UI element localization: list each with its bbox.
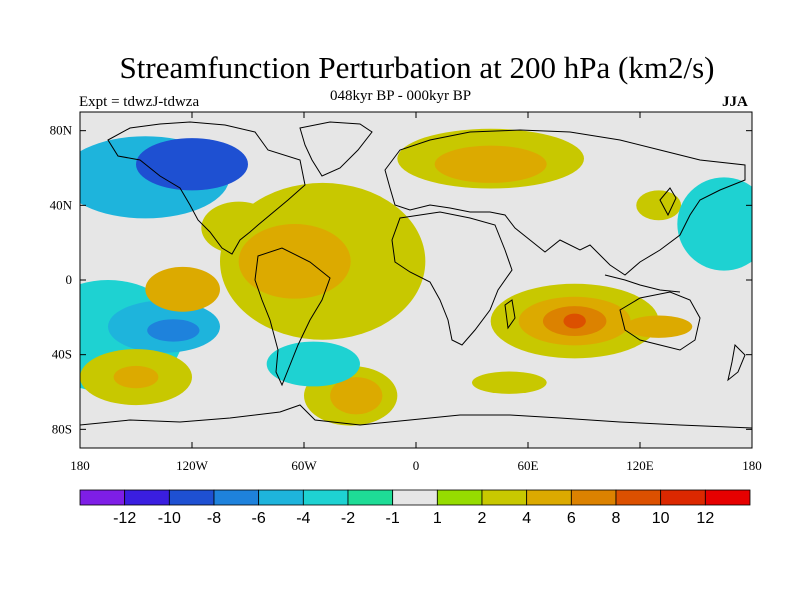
colorbar-swatch [570, 489, 617, 506]
colorbar-label: 12 [696, 510, 714, 527]
colorbar-swatch [213, 489, 260, 506]
colorbar-label: -12 [113, 510, 136, 527]
colorbar-swatch [392, 489, 438, 506]
colorbar-label: 8 [612, 510, 621, 527]
chart-title: Streamfunction Perturbation at 200 hPa (… [119, 50, 715, 85]
coastline-eurasia [384, 129, 746, 276]
colorbar-swatch [526, 489, 572, 506]
colorbar-swatch [436, 489, 483, 506]
coastline-north-america [107, 121, 306, 255]
colorbar-label: 4 [522, 510, 531, 527]
longitude-ticks: 180 120W 60W 0 60E 120E 180 [70, 112, 762, 473]
lat-tick-label: 80S [52, 421, 72, 436]
colorbar: -12 -10 -8 -6 -4 -2 -1 1 2 4 6 8 10 12 [79, 489, 751, 527]
colorbar-label: 6 [567, 510, 576, 527]
lon-tick-label: 120W [176, 458, 209, 473]
contour-region-23 [266, 341, 361, 387]
contour-region-10 [434, 145, 547, 183]
colorbar-label: -2 [341, 510, 355, 527]
contour-region-22 [677, 177, 752, 271]
contour-region-17 [113, 365, 159, 389]
coastline-madagascar [504, 299, 516, 330]
colorbar-swatch [704, 489, 751, 506]
coastline-south-america [254, 247, 331, 387]
colorbar-swatch [258, 489, 304, 506]
colorbar-swatch [615, 489, 662, 506]
contour-region-8 [145, 266, 220, 312]
lon-tick-label: 0 [413, 458, 420, 473]
colorbar-swatch [481, 489, 528, 506]
colorbar-label: -10 [158, 510, 181, 527]
period-label: 048kyr BP - 000kyr BP [330, 88, 472, 104]
lon-tick-label: 180 [70, 458, 90, 473]
coastline-greenland [299, 121, 373, 177]
lat-tick-label: 40N [50, 197, 73, 212]
colorbar-label: 10 [652, 510, 670, 527]
colorbar-label: -1 [386, 510, 400, 527]
colorbar-label: 1 [433, 510, 442, 527]
colorbar-swatch [347, 489, 394, 506]
contour-region-1 [136, 138, 248, 191]
colorbar-label: 2 [478, 510, 487, 527]
colorbar-label: -8 [207, 510, 221, 527]
colorbar-swatch [124, 489, 170, 506]
lon-tick-label: 60W [291, 458, 317, 473]
coastline-africa [391, 211, 513, 346]
contour-region-4 [147, 319, 200, 342]
colorbar-swatch [660, 489, 706, 506]
latitude-ticks: 80N 40N 0 40S 80S [50, 123, 752, 436]
coastline-australia [619, 291, 701, 351]
coastline-new-zealand [727, 343, 746, 382]
contour-region-19 [330, 377, 383, 415]
coastline-japan [659, 187, 677, 217]
season-label: JJA [722, 94, 748, 110]
colorbar-swatch [168, 489, 215, 506]
coastline-indonesia [604, 274, 681, 293]
colorbar-swatch [302, 489, 349, 506]
lon-tick-label: 120E [626, 458, 654, 473]
contour-region-15 [625, 315, 693, 338]
lon-tick-label: 60E [518, 458, 539, 473]
contour-region-14 [563, 313, 586, 329]
contour-region-21 [636, 190, 682, 221]
contour-region-7 [238, 224, 351, 299]
colorbar-swatch [79, 489, 126, 506]
experiment-label: Expt = tdwzJ-tdwza [79, 94, 200, 110]
colorbar-label: -4 [296, 510, 310, 527]
lat-tick-label: 0 [66, 272, 73, 287]
contour-region-20 [472, 371, 547, 394]
colorbar-label: -6 [252, 510, 266, 527]
coastline-layer [80, 121, 752, 429]
lat-tick-label: 80N [50, 123, 73, 138]
contour-fill-layer [80, 128, 752, 426]
lat-tick-label: 40S [52, 347, 72, 362]
coastline-antarctica [80, 404, 752, 429]
lon-tick-label: 180 [742, 458, 762, 473]
